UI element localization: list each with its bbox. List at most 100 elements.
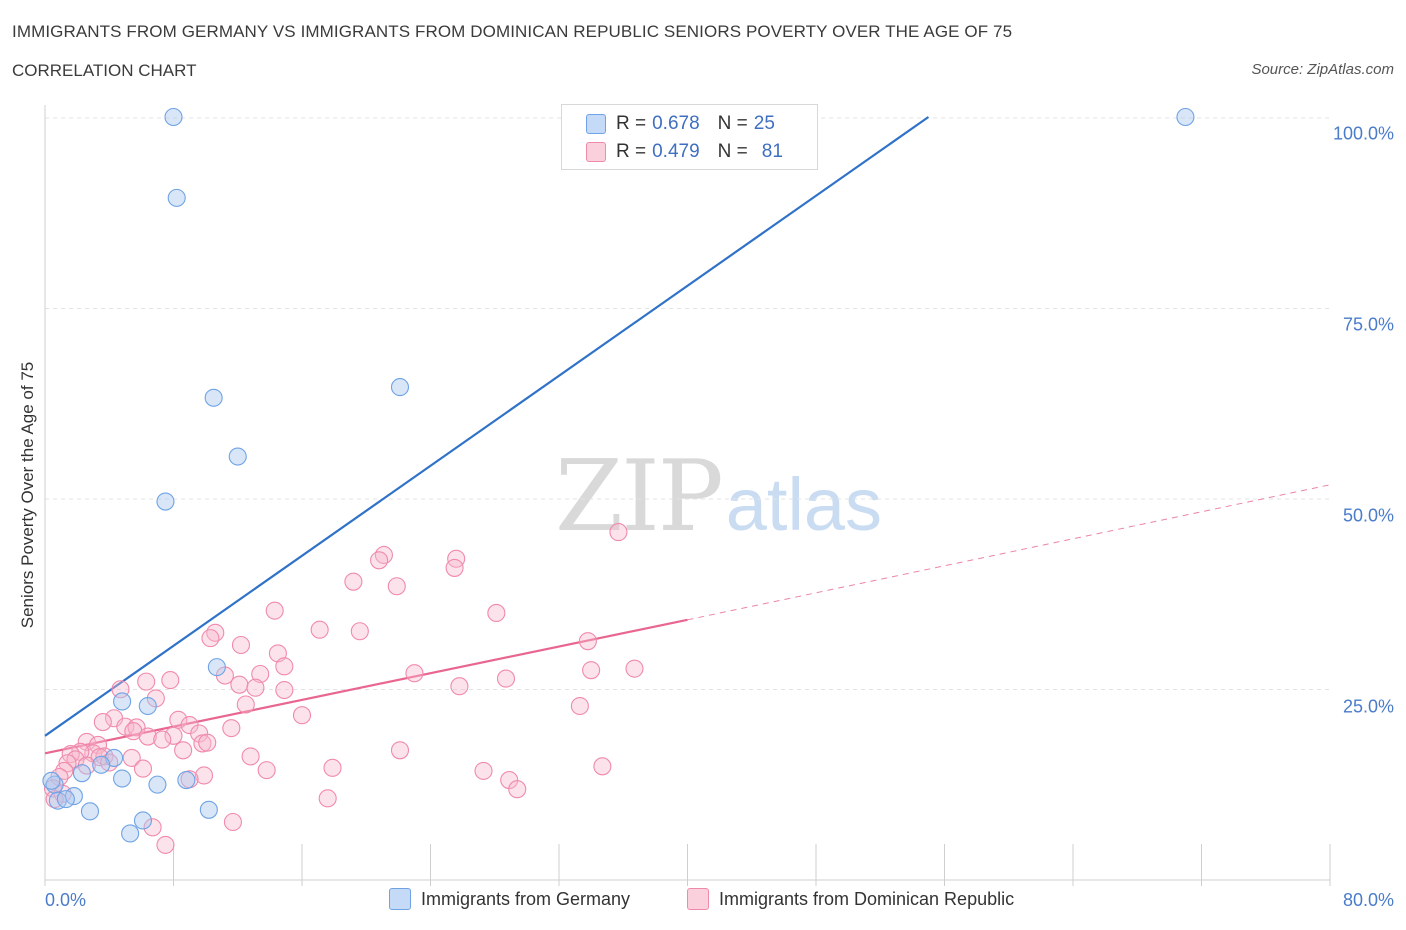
point-dominican (251, 664, 270, 684)
point-dominican (161, 671, 180, 690)
point-dominican (474, 761, 493, 780)
x-tick-max: 80.0% (1342, 890, 1394, 910)
y-tick-75: 75.0% (1342, 314, 1394, 335)
bottom-legend-swatch-germany (389, 888, 411, 910)
legend-r-label: R = (616, 141, 647, 162)
point-dominican (405, 664, 424, 683)
point-dominican (275, 680, 294, 700)
point-dominican (236, 695, 255, 714)
point-germany (138, 696, 157, 716)
point-dominican (137, 672, 156, 691)
point-germany (156, 492, 175, 511)
point-dominican (450, 677, 469, 696)
chart-subtitle: CORRELATION CHART (12, 61, 197, 80)
bottom-legend-label-dominican: Immigrants from Dominican Republic (719, 888, 1015, 909)
point-dominican (206, 623, 225, 642)
bottom-legend-germany: Immigrants from Germany (389, 888, 630, 910)
point-dominican (578, 632, 597, 651)
point-dominican (344, 572, 363, 591)
point-germany (1176, 107, 1195, 127)
legend: R = 0.678 N = 25 R = 0.479 N = 81 (561, 104, 818, 170)
point-dominican (625, 659, 644, 678)
point-dominican (275, 657, 294, 676)
point-dominican (310, 620, 329, 639)
point-dominican (156, 835, 175, 854)
legend-r-label: R = (616, 113, 647, 134)
point-dominican (292, 706, 312, 725)
point-dominican (318, 789, 337, 808)
trend-lines (44, 116, 1331, 755)
point-germany (92, 755, 111, 774)
legend-row-dominican: R = 0.479 N = 81 (586, 140, 783, 164)
trend-line-germany (44, 116, 930, 737)
point-dominican (445, 558, 464, 577)
point-dominican (223, 812, 242, 832)
point-dominican (122, 748, 141, 767)
legend-swatch-dominican (586, 142, 606, 162)
point-dominican (246, 678, 265, 697)
point-germany (204, 388, 223, 407)
grid (45, 117, 1330, 690)
point-dominican (265, 601, 284, 620)
point-germany (390, 378, 410, 397)
point-dominican (143, 818, 162, 837)
legend-r-value: 0.479 (652, 141, 700, 162)
point-dominican (194, 766, 214, 785)
chart-title: IMMIGRANTS FROM GERMANY VS IMMIGRANTS FR… (12, 22, 1013, 41)
point-dominican (241, 747, 260, 766)
point-dominican (198, 733, 217, 752)
point-dominican (222, 719, 241, 738)
watermark-zip: ZIP (555, 440, 724, 554)
y-axis-label: Seniors Poverty Over the Age of 75 (18, 361, 37, 629)
point-dominican (390, 741, 410, 760)
y-tick-50: 50.0% (1342, 505, 1394, 526)
data-points (42, 107, 1195, 854)
point-germany (42, 771, 61, 790)
point-dominican (133, 759, 153, 778)
point-dominican (582, 661, 601, 680)
bottom-legend-label-germany: Immigrants from Germany (421, 888, 631, 909)
point-germany (228, 447, 247, 466)
point-germany (167, 188, 186, 207)
point-dominican (231, 635, 251, 655)
point-germany (164, 107, 183, 127)
legend-n-value: 81 (761, 141, 783, 162)
point-dominican (90, 748, 109, 767)
point-dominican (323, 758, 342, 777)
legend-swatch-germany (586, 114, 606, 134)
source-credit: Source: ZipAtlas.com (1251, 61, 1394, 78)
point-germany (177, 770, 196, 790)
point-dominican (496, 669, 516, 688)
point-dominican (350, 622, 369, 641)
point-dominican (257, 761, 276, 780)
point-dominican (487, 603, 506, 623)
bottom-legend-dominican: Immigrants from Dominican Republic (687, 888, 1014, 910)
y-tick-100: 100.0% (1332, 123, 1394, 144)
point-dominican (201, 629, 220, 648)
point-germany (113, 692, 132, 711)
point-dominican (193, 734, 212, 753)
point-dominican (164, 726, 183, 745)
point-dominican (138, 727, 157, 746)
point-dominican (447, 549, 466, 568)
axes (44, 105, 1331, 886)
legend-row-germany: R = 0.678 N = 25 (586, 112, 775, 136)
point-germany (207, 658, 226, 677)
point-germany (56, 790, 75, 809)
trend-line-dominican-extension (687, 484, 1331, 621)
point-germany (199, 800, 218, 819)
legend-n-label: N = (717, 113, 748, 134)
watermark-atlas: atlas (725, 463, 883, 546)
point-germany (72, 764, 91, 783)
legend-r-value: 0.678 (652, 113, 700, 134)
point-germany (133, 811, 153, 830)
point-dominican (374, 545, 393, 565)
point-dominican (593, 757, 612, 776)
point-dominican (153, 730, 172, 749)
point-dominican (93, 713, 112, 732)
point-dominican (508, 780, 527, 799)
bottom-legend-swatch-dominican (687, 888, 709, 910)
point-dominican (609, 523, 628, 542)
y-tick-25: 25.0% (1342, 696, 1394, 717)
